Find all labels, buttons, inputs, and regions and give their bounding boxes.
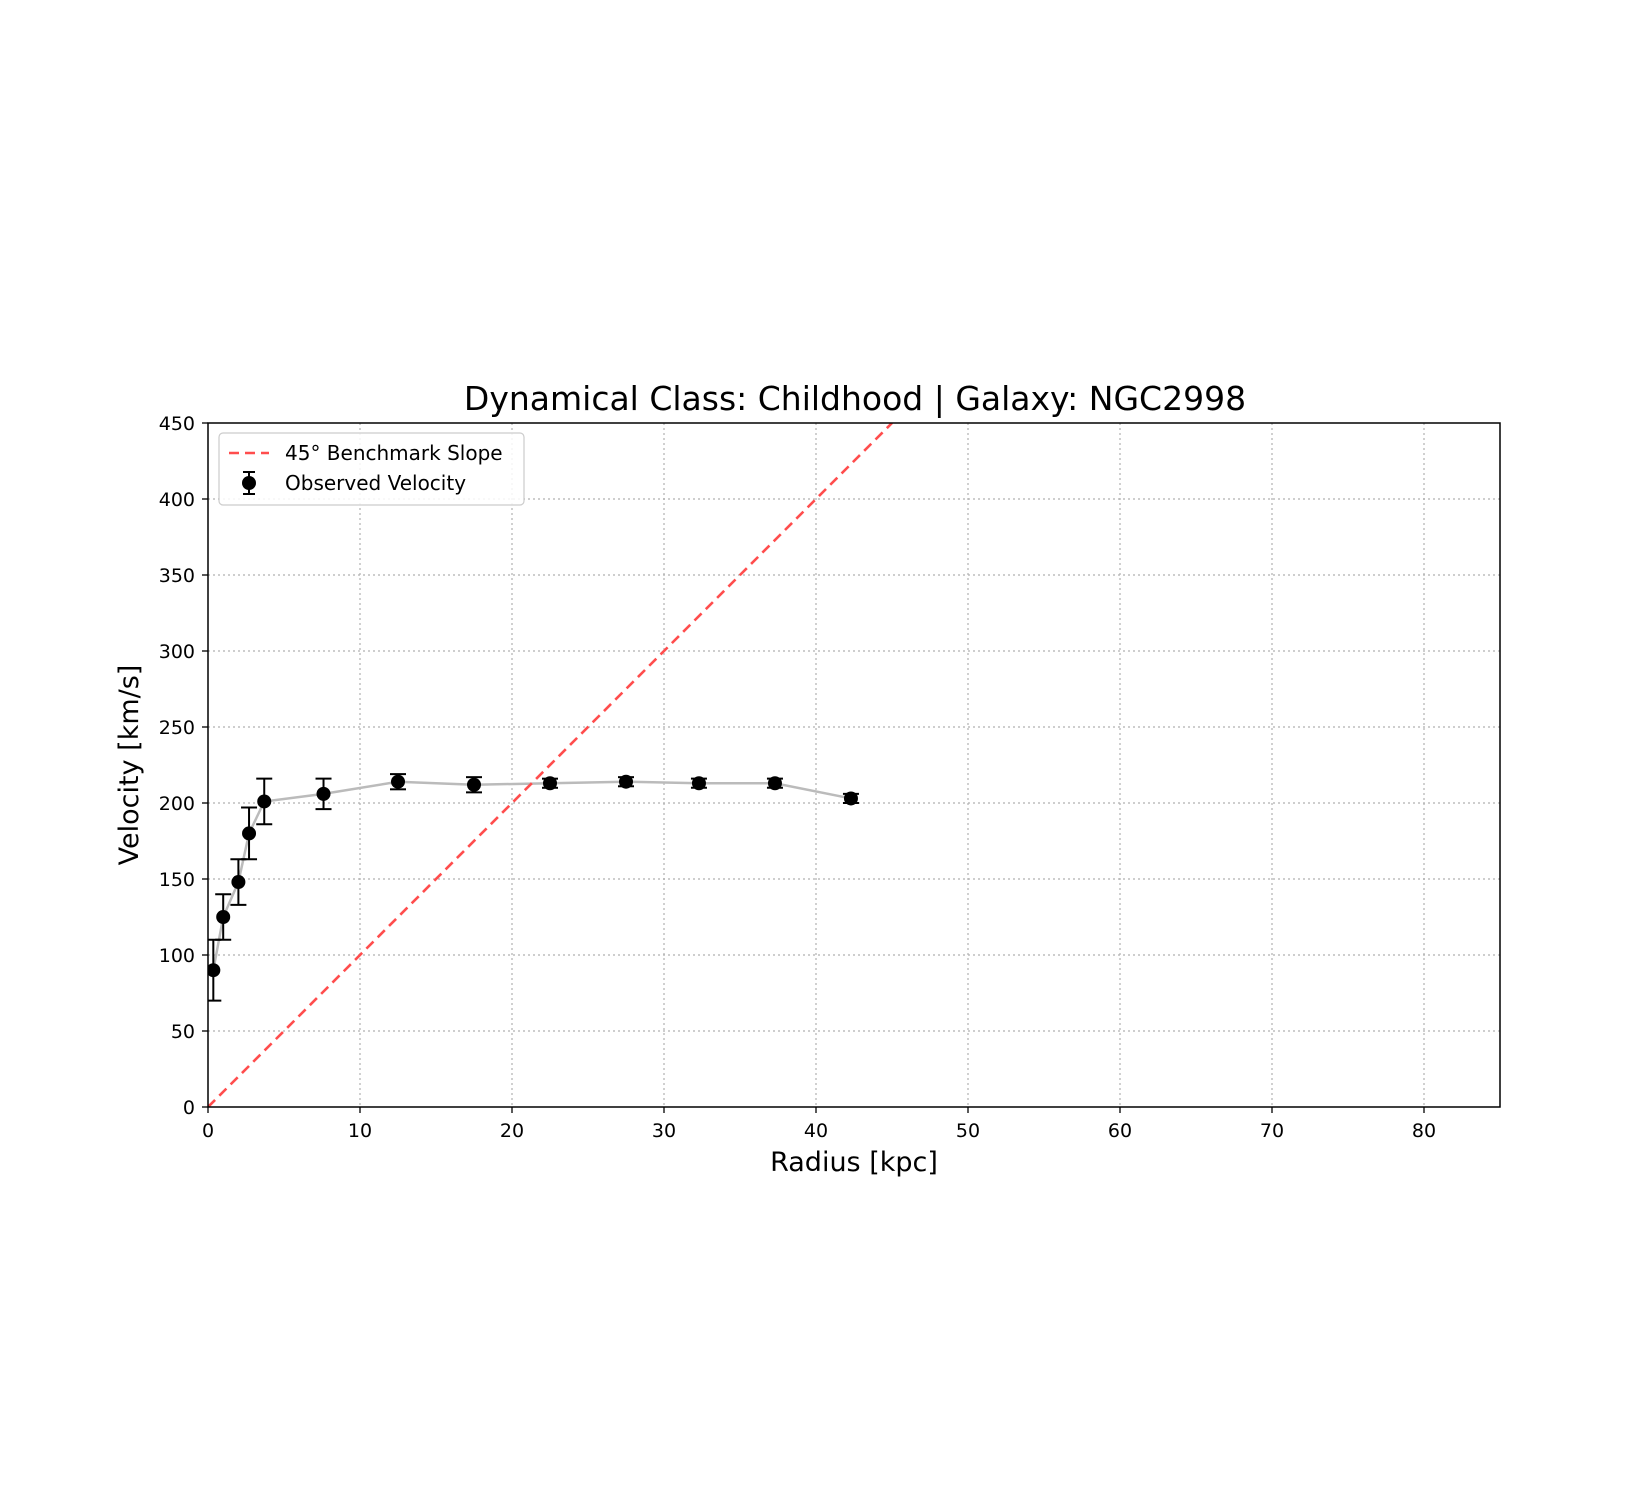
y-tick-label: 200 bbox=[159, 793, 195, 815]
legend-observed-label: Observed Velocity bbox=[285, 471, 466, 495]
y-tick-label: 450 bbox=[159, 413, 195, 435]
data-point-marker bbox=[543, 776, 557, 791]
y-tick-label: 300 bbox=[159, 641, 195, 663]
data-point bbox=[618, 774, 634, 789]
data-point-marker bbox=[208, 963, 221, 978]
plot-area bbox=[208, 423, 893, 1107]
x-tick-label: 0 bbox=[202, 1120, 214, 1142]
x-axis: 0 10 20 30 40 50 60 70 80 bbox=[202, 1107, 1436, 1142]
x-tick-label: 70 bbox=[1260, 1120, 1284, 1142]
data-point bbox=[215, 893, 232, 941]
y-tick-label: 350 bbox=[159, 565, 195, 587]
data-point bbox=[466, 776, 482, 794]
data-point bbox=[256, 777, 273, 826]
legend-box bbox=[218, 432, 525, 506]
plot-frame bbox=[207, 422, 1501, 1108]
x-tick-label: 10 bbox=[348, 1120, 372, 1142]
x-tick-label: 80 bbox=[1412, 1120, 1436, 1142]
y-tick-label: 50 bbox=[171, 1021, 195, 1043]
x-tick-label: 20 bbox=[500, 1120, 524, 1142]
y-tick-label: 100 bbox=[159, 945, 195, 967]
x-tick-label: 30 bbox=[652, 1120, 676, 1142]
grid bbox=[208, 423, 1500, 1107]
y-axis-title: Velocity [km/s] bbox=[114, 665, 145, 866]
data-point-marker bbox=[216, 910, 231, 924]
data-point bbox=[390, 773, 406, 791]
data-point-marker bbox=[767, 776, 782, 791]
data-point-marker bbox=[316, 786, 331, 801]
benchmark-slope-line bbox=[208, 423, 893, 1107]
data-point bbox=[241, 806, 258, 861]
data-point-marker bbox=[257, 794, 272, 809]
data-point-marker bbox=[843, 791, 858, 806]
y-tick-label: 400 bbox=[159, 489, 195, 511]
y-tick-label: 0 bbox=[183, 1097, 195, 1119]
data-point bbox=[315, 777, 332, 811]
data-point-marker bbox=[391, 774, 405, 789]
legend-slope-label: 45° Benchmark Slope bbox=[285, 441, 503, 465]
y-tick-label: 150 bbox=[159, 869, 195, 891]
data-point-marker bbox=[231, 875, 246, 890]
chart-title: Dynamical Class: Childhood | Galaxy: NGC… bbox=[464, 379, 1246, 418]
data-point bbox=[542, 776, 558, 791]
data-point bbox=[766, 776, 783, 791]
data-point-marker bbox=[467, 777, 481, 792]
observed-connector-line bbox=[212, 780, 852, 971]
data-point bbox=[690, 776, 707, 791]
x-tick-label: 60 bbox=[1108, 1120, 1132, 1142]
data-point-marker bbox=[619, 774, 633, 789]
data-point-marker bbox=[691, 776, 706, 791]
data-point bbox=[842, 791, 859, 806]
y-axis: 0 50 100 150 200 250 300 350 400 450 bbox=[159, 413, 208, 1119]
x-tick-label: 40 bbox=[804, 1120, 828, 1142]
data-point bbox=[230, 858, 247, 906]
y-tick-label: 250 bbox=[159, 717, 195, 739]
x-axis-title: Radius [kpc] bbox=[770, 1147, 938, 1178]
legend-observed-marker bbox=[242, 476, 256, 490]
legend: 45° Benchmark Slope Observed Velocity bbox=[218, 432, 525, 506]
data-point-marker bbox=[242, 826, 257, 841]
x-tick-label: 50 bbox=[956, 1120, 980, 1142]
